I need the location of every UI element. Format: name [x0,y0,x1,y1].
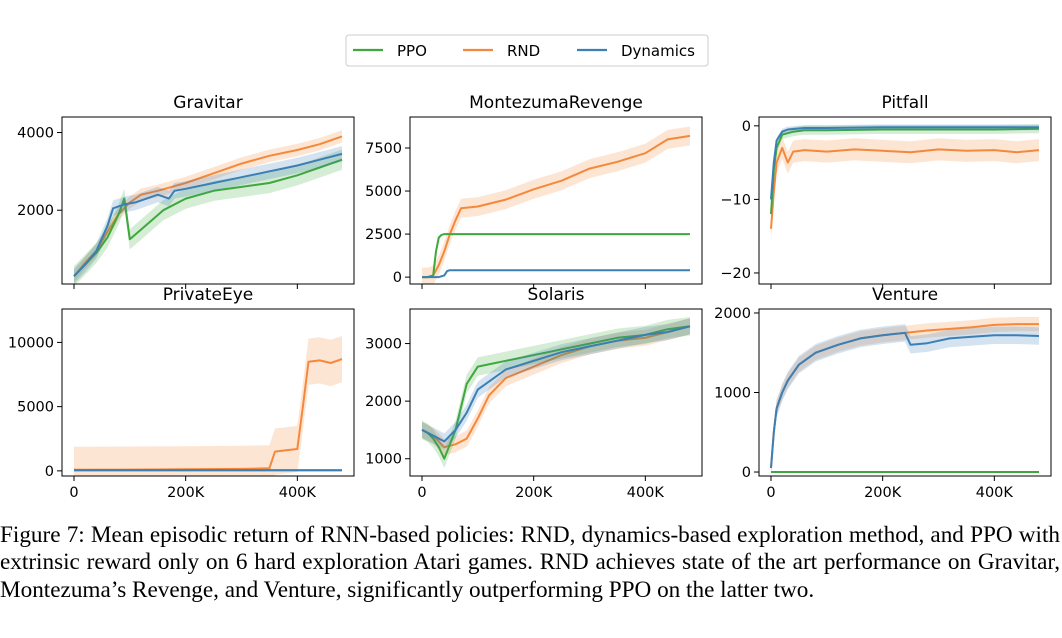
venture-title: Venture [872,285,938,305]
legend-label-ppo: PPO [397,42,427,60]
pitfall-ytick-label: 0 [742,119,751,135]
gravitar-ytick-label: 4000 [17,126,54,142]
montezumarevenge-ytick-label: 0 [393,270,402,286]
montezumarevenge-axes-frame [409,116,703,285]
solaris-ytick-label: 2000 [365,394,402,410]
pitfall-line-rnd [770,146,1040,229]
venture-line-rnd [770,323,1039,469]
venture-band-dynamics [771,324,1039,476]
venture-ytick-label: 1000 [714,386,751,402]
solaris-line-rnd [421,325,691,449]
gravitar-band-dynamics [74,146,342,284]
solaris-series-dynamics [421,318,691,450]
legend: PPO RND Dynamics [345,34,709,67]
privateeye-title: PrivateEye [163,285,254,305]
pitfall-ytick-label: −10 [720,192,751,208]
legend-label-rnd: RND [507,42,540,60]
venture-xtick-label: 0 [766,485,775,501]
legend-frame [345,34,709,67]
gravitar-line-dynamics [73,152,343,277]
venture-line-dynamics [770,331,1040,469]
montezumarevenge-series-dynamics [422,269,690,279]
panel-pitfall: Pitfall −20 −10 0 [720,93,1052,289]
montezumarevenge-ytick-label: 7500 [365,141,402,157]
privateeye-ytick-label: 5000 [17,400,54,416]
solaris-ytick-label: 1000 [365,452,402,468]
gravitar-line-ppo [73,158,343,277]
venture-series-ppo [771,471,1039,473]
montezumarevenge-line-dynamics [422,269,690,279]
solaris-line-ppo [421,325,691,460]
venture-xtick-label: 400K [976,485,1014,501]
venture-series-dynamics [770,324,1040,476]
venture-ytick-label: 2000 [714,306,751,322]
montezumarevenge-band-rnd [422,126,690,284]
pitfall-series-rnd [770,136,1040,240]
privateeye-axes-frame [61,308,355,477]
montezumarevenge-ytick-label: 5000 [365,184,402,200]
pitfall-series-ppo [770,124,1040,219]
montezumarevenge-ytick-label: 2500 [365,227,402,243]
privateeye-xtick-label: 0 [69,485,78,501]
solaris-line-dynamics [421,325,691,443]
pitfall-series-dynamics [770,124,1039,203]
gravitar-axes-frame [61,116,355,285]
privateeye-band-rnd [74,336,342,476]
pitfall-ytick-label: −20 [720,266,751,282]
panel-privateeye: PrivateEye 0 5000 10000 0 200K 400K [8,285,355,501]
pitfall-band-dynamics [771,124,1039,203]
gravitar-series-ppo [73,149,343,284]
montezumarevenge-series-rnd [422,126,691,284]
panel-montezumarevenge: MontezumaRevenge 0 2500 5000 7500 [365,93,703,289]
gravitar-title: Gravitar [173,93,242,113]
solaris-axes-frame [409,308,703,477]
privateeye-ytick-label: 10000 [8,335,54,351]
montezumarevenge-line-rnd [422,134,691,279]
panel-gravitar: Gravitar 2000 4000 [17,93,355,289]
legend-label-dynamics: Dynamics [621,42,695,60]
pitfall-axes-frame [758,116,1052,285]
pitfall-band-rnd [771,136,1039,240]
solaris-band-dynamics [422,318,690,450]
solaris-ytick-label: 3000 [365,337,402,353]
gravitar-ytick-label: 2000 [17,203,54,219]
venture-ytick-label: 0 [742,465,751,481]
pitfall-title: Pitfall [881,93,928,113]
panel-solaris: Solaris 1000 2000 3000 0 200K 400K [365,285,703,501]
solaris-title: Solaris [528,285,585,305]
montezumarevenge-title: MontezumaRevenge [469,93,643,113]
privateeye-xtick-label: 400K [279,485,317,501]
figure-caption: Figure 7: Mean episodic return of RNN-ba… [0,522,1060,603]
privateeye-ytick-label: 0 [45,464,54,480]
pitfall-line-dynamics [770,126,1039,200]
figure-chart-grid: PPO RND Dynamics Gravitar 2000 4000 Montezu… [8,34,1052,501]
solaris-xtick-label: 400K [627,485,665,501]
privateeye-xtick-label: 200K [167,485,205,501]
privateeye-series-dynamics [74,469,342,472]
solaris-xtick-label: 0 [417,485,426,501]
panel-venture: Venture 0 1000 2000 0 200K 400K [714,285,1052,501]
gravitar-series-dynamics [73,146,343,284]
gravitar-band-ppo [74,149,342,284]
pitfall-band-ppo [771,124,1039,219]
venture-xtick-label: 200K [864,485,902,501]
solaris-xtick-label: 200K [515,485,553,501]
